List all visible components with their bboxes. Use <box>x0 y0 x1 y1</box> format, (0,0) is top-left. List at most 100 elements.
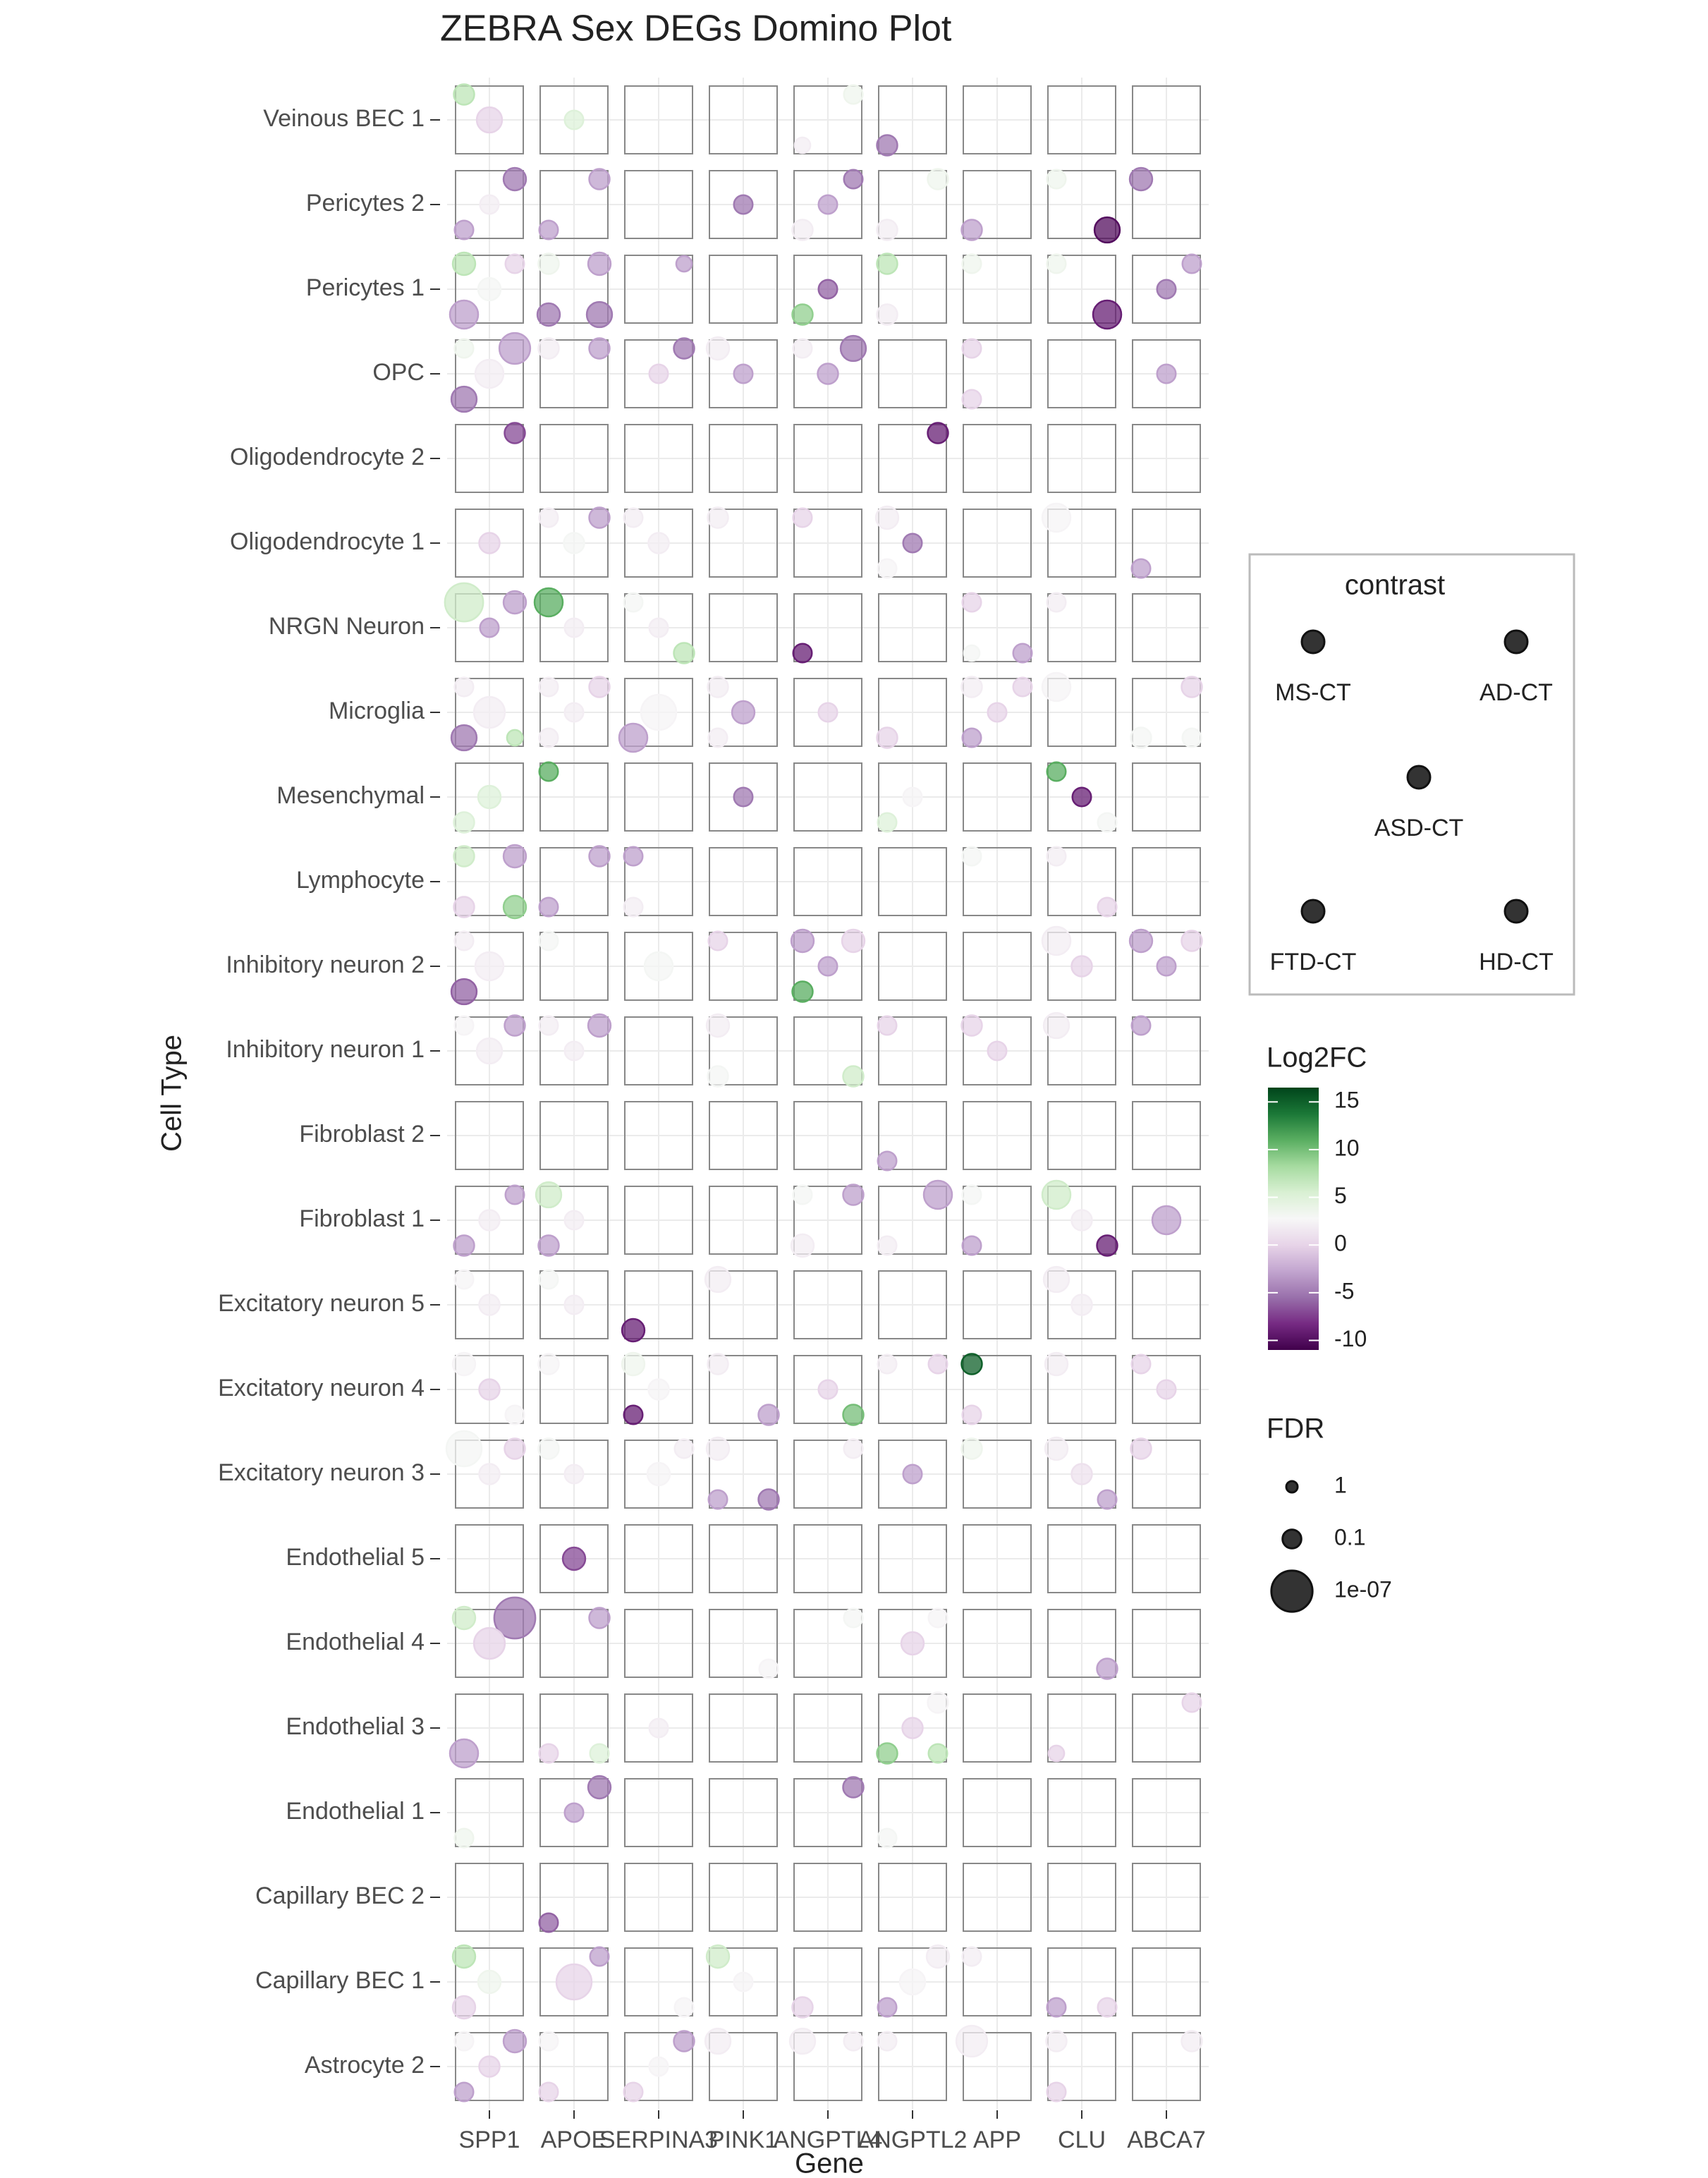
domino-box <box>709 1778 778 1847</box>
domino-box <box>1047 932 1116 1001</box>
domino-box <box>624 1863 693 1932</box>
point <box>1046 761 1067 782</box>
point <box>453 2081 475 2103</box>
domino-box <box>455 1101 524 1170</box>
domino-box <box>539 1524 609 1593</box>
point <box>707 930 728 951</box>
domino-box <box>709 339 778 408</box>
point <box>474 358 505 389</box>
domino-box <box>1132 678 1201 747</box>
x-tick-label: SPP1 <box>459 2127 520 2153</box>
point <box>563 1464 585 1485</box>
domino-box <box>539 1693 609 1763</box>
point <box>444 582 484 623</box>
domino-box <box>1132 1270 1201 1339</box>
y-tick-label: OPC <box>372 359 425 386</box>
domino-box <box>963 1270 1032 1339</box>
point <box>453 2031 475 2052</box>
point <box>589 1743 610 1764</box>
domino-box <box>624 424 693 493</box>
domino-box <box>709 678 778 747</box>
point <box>1041 1179 1072 1210</box>
domino-box <box>539 1355 609 1424</box>
domino-box <box>539 847 609 916</box>
point <box>843 84 864 105</box>
point <box>1096 1234 1118 1257</box>
point <box>877 1150 898 1172</box>
size-legend-label: 0.1 <box>1334 1524 1365 1550</box>
point <box>817 1379 838 1400</box>
point <box>733 194 754 215</box>
point <box>588 676 611 698</box>
legend-label: MS-CT <box>1275 679 1351 706</box>
domino-box <box>709 1609 778 1678</box>
point <box>587 251 612 276</box>
domino-box <box>793 255 862 324</box>
domino-box <box>1132 932 1201 1001</box>
point <box>538 507 559 528</box>
point <box>898 1968 927 1996</box>
domino-box <box>624 85 693 154</box>
point <box>675 255 693 273</box>
legend-label: HD-CT <box>1479 949 1554 975</box>
domino-box <box>539 1863 609 1932</box>
point <box>1097 1489 1118 1510</box>
point <box>704 1265 732 1294</box>
point <box>1046 169 1067 190</box>
point <box>1151 1205 1182 1236</box>
domino-box <box>793 170 862 239</box>
domino-box <box>793 1186 862 1255</box>
domino-box <box>1132 255 1201 324</box>
domino-box <box>878 2032 947 2101</box>
point <box>877 1235 898 1256</box>
point <box>705 1436 731 1461</box>
point <box>475 1037 504 1065</box>
point <box>474 951 505 982</box>
x-axis-title: Gene <box>795 2148 864 2178</box>
domino-box <box>624 1101 693 1170</box>
legend-label: FTD-CT <box>1270 949 1357 975</box>
point <box>451 1944 477 1969</box>
domino-box <box>539 1016 609 1085</box>
domino-box <box>455 678 524 747</box>
point <box>960 1014 983 1037</box>
point <box>876 219 898 241</box>
point <box>1156 956 1177 977</box>
domino-box <box>963 339 1032 408</box>
domino-box <box>793 762 862 832</box>
domino-box <box>963 85 1032 154</box>
domino-box <box>793 1947 862 2016</box>
point <box>960 676 983 698</box>
point <box>563 1210 585 1231</box>
point <box>817 956 838 977</box>
domino-box <box>539 1101 609 1170</box>
point <box>479 194 500 215</box>
domino-box <box>539 339 609 408</box>
point <box>705 336 731 361</box>
domino-box <box>878 509 947 578</box>
point <box>623 507 644 528</box>
domino-box <box>1132 847 1201 916</box>
domino-box <box>709 2032 778 2101</box>
domino-box <box>455 255 524 324</box>
domino-box <box>624 1778 693 1847</box>
point <box>504 253 525 274</box>
domino-box <box>455 85 524 154</box>
domino-box <box>455 847 524 916</box>
point <box>987 1040 1008 1061</box>
domino-box <box>1047 1440 1116 1509</box>
y-tick-label: Excitatory neuron 4 <box>218 1375 425 1401</box>
domino-box <box>1132 762 1201 832</box>
point <box>961 727 982 748</box>
point <box>453 930 475 951</box>
domino-box <box>1047 1524 1116 1593</box>
domino-box <box>455 339 524 408</box>
domino-box <box>963 2032 1032 2101</box>
point <box>876 303 898 326</box>
point <box>504 422 526 444</box>
point <box>453 338 475 359</box>
point <box>1041 925 1072 956</box>
domino-box <box>878 255 947 324</box>
colorbar-label: -10 <box>1334 1326 1367 1351</box>
domino-box <box>963 932 1032 1001</box>
